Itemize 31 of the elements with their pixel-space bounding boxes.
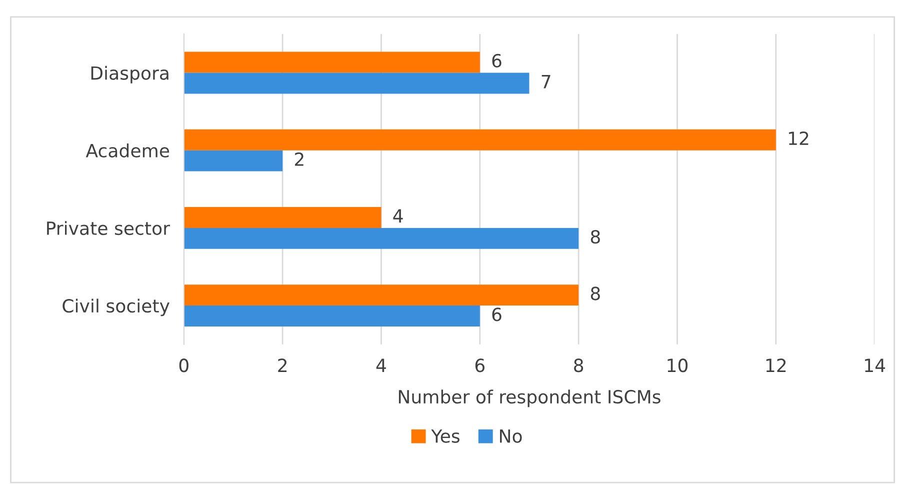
bar [184,129,776,150]
x-axis-title: Number of respondent ISCMs [398,390,660,408]
x-tick-label: 10 [668,358,688,372]
data-label: 6 [492,308,502,322]
y-tick-label: Private sector [47,221,170,236]
data-label: 6 [492,54,502,68]
data-label: 7 [542,75,550,88]
bar [184,72,530,94]
x-tick-label: 0 [179,358,188,372]
x-tick-label: 14 [865,358,886,372]
bar [184,306,480,326]
x-tick-label: 4 [376,358,386,372]
data-label: 12 [789,131,808,145]
y-tick-label: Diaspora [91,66,168,84]
y-tick-label: Civil society [62,298,170,316]
x-tick-label: 2 [278,358,286,372]
bar [184,228,579,249]
data-label: 2 [294,152,304,166]
data-label: 8 [590,230,600,244]
legend-label: No [500,429,522,443]
bar [184,207,382,228]
bar [184,150,283,172]
bar [184,52,480,73]
x-tick-label: 12 [766,358,786,372]
data-label: 4 [393,209,403,222]
data-label: 8 [590,286,600,300]
bar [184,284,579,306]
x-tick-label: 6 [475,358,484,372]
x-tick-label: 8 [574,358,584,372]
y-tick-label: Academe [86,143,170,158]
legend-label: Yes [431,429,460,443]
